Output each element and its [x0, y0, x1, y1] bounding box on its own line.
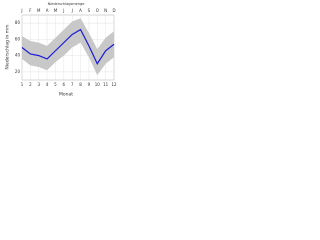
x-tick-label: 8	[79, 82, 82, 87]
month-label: J	[20, 8, 22, 13]
x-tick-label: 1	[21, 82, 24, 87]
month-label: A	[46, 8, 49, 13]
month-label: A	[79, 8, 82, 13]
month-label: M	[54, 8, 58, 13]
x-tick-label: 10	[95, 82, 101, 87]
chart: Niederschlagsmenge Monat Niederschlag in…	[0, 0, 120, 100]
x-tick-label: 6	[63, 82, 66, 87]
x-axis-label: Monat	[59, 92, 73, 98]
x-tick-label: 2	[29, 82, 32, 87]
month-label: D	[112, 8, 115, 13]
x-tick-label: 5	[54, 82, 57, 87]
x-tick-label: 3	[37, 82, 40, 87]
x-tick-label: 9	[88, 82, 91, 87]
x-tick-label: 4	[46, 82, 49, 87]
month-label: N	[104, 8, 107, 13]
y-axis-label: Niederschlag in mm	[5, 24, 11, 69]
range-band	[22, 18, 114, 76]
x-tick-label: 11	[103, 82, 109, 87]
x-tick-label: 7	[71, 82, 74, 87]
series-line	[21, 28, 115, 65]
y-tick-label: 40	[15, 53, 21, 58]
month-label: J	[71, 8, 73, 13]
y-tick-label: 80	[15, 20, 21, 25]
month-label: M	[37, 8, 41, 13]
x-tick-label: 12	[111, 82, 117, 87]
y-tick-label: 60	[15, 36, 21, 41]
chart-title: Niederschlagsmenge	[48, 2, 85, 6]
month-label: J	[62, 8, 64, 13]
month-label: S	[88, 8, 91, 13]
month-label: F	[29, 8, 32, 13]
month-label: O	[96, 8, 99, 13]
y-tick-label: 20	[15, 69, 21, 74]
